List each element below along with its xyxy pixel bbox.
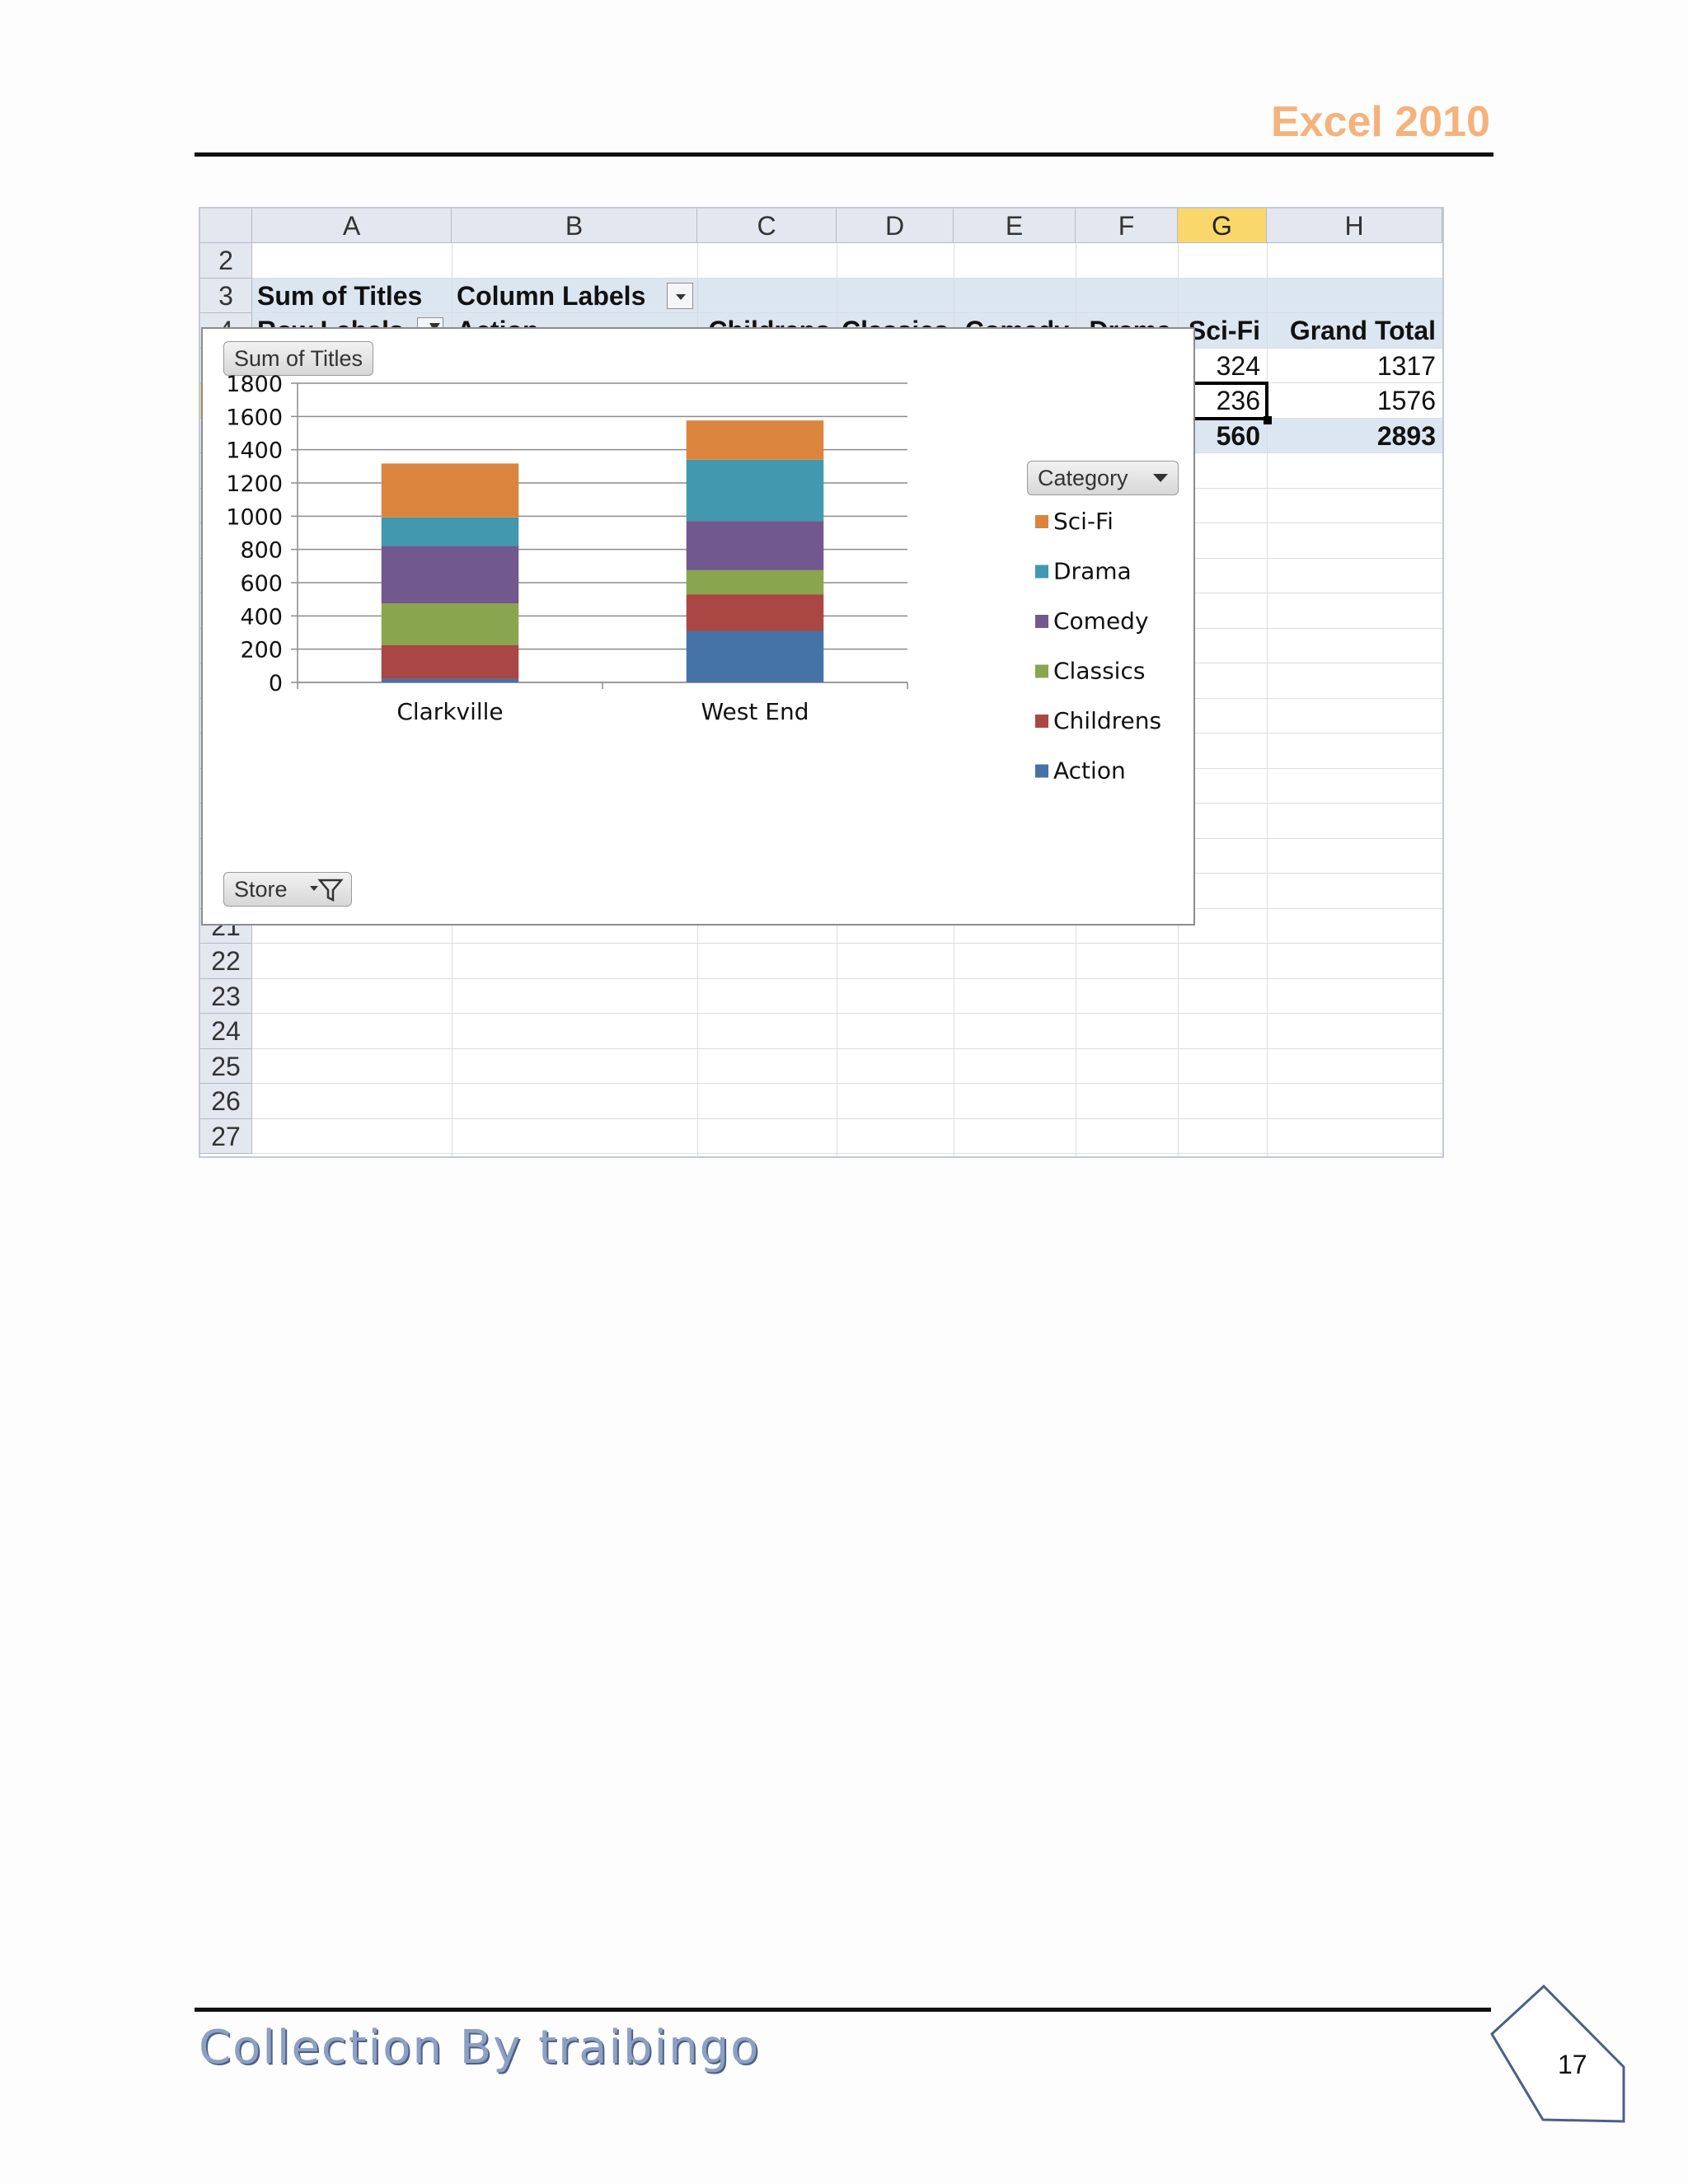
bar-segment-scifi-west-end (686, 420, 824, 460)
chevron-down-icon (676, 293, 686, 300)
bar-segment-comedy-west-end (686, 521, 824, 570)
row-header-27[interactable]: 27 (200, 1118, 252, 1154)
legend-swatch (1035, 615, 1048, 628)
grid-line (1442, 243, 1443, 1158)
chevron-down-icon (1153, 474, 1168, 482)
legend-field-button[interactable]: Category (1027, 461, 1179, 495)
legend-label: Childrens (1053, 707, 1161, 734)
axis-field-label: Store (234, 877, 288, 902)
bar-segment-action-clarkville (381, 678, 519, 682)
select-all-corner[interactable] (200, 209, 252, 243)
chart-plot: 0 200 400 600 800 1000 1200 1400 1600 1800 Clarkvi… (226, 372, 1161, 785)
bar-segment-action-west-end (686, 630, 824, 682)
pivot-values-label: Sum of Titles (257, 280, 423, 311)
fill-handle[interactable] (1264, 415, 1272, 424)
y-tick-label: 1000 (226, 504, 283, 530)
grid-line (1267, 243, 1268, 1156)
footer-text: Collection By traibingo (199, 2021, 761, 2074)
bar-segment-drama-clarkville (381, 517, 519, 546)
filter-icon (310, 879, 344, 902)
pivot-column-header: Grand Total (1289, 316, 1436, 345)
y-tick-label: 1800 (226, 372, 283, 397)
legend-swatch (1035, 764, 1048, 778)
legend-label: Classics (1053, 658, 1145, 685)
page-number: 17 (1558, 2050, 1587, 2079)
row-header-3[interactable]: 3 (200, 278, 252, 313)
y-tick-label: 1200 (226, 471, 283, 497)
row-header-23[interactable]: 23 (200, 978, 252, 1014)
grid-line (252, 1118, 1442, 1119)
bar-segment-comedy-clarkville (381, 546, 519, 604)
y-tick-label: 0 (269, 671, 283, 696)
column-header-h[interactable]: H (1267, 209, 1442, 243)
header-rule (195, 152, 1493, 157)
bar-segment-classics-clarkville (381, 603, 519, 645)
y-tick-label: 200 (240, 638, 283, 663)
grid-line (252, 943, 1442, 944)
pivot-chart[interactable]: Sum of Titles Category Store 0 200 400 600 8… (201, 327, 1195, 926)
grid-line (252, 312, 1442, 313)
bar-segment-childrens-clarkville (381, 644, 519, 679)
pivot-value-cell[interactable]: 1576 (1376, 386, 1436, 415)
legend-swatch (1035, 664, 1048, 678)
row-header-26[interactable]: 26 (200, 1084, 252, 1119)
legend-label: Action (1053, 757, 1126, 785)
pivot-column-labels: Column Labels (457, 280, 646, 311)
column-header-d[interactable]: D (837, 209, 954, 243)
grid-line (252, 977, 1442, 979)
legend-label: Sci-Fi (1053, 508, 1114, 535)
x-category-label: Clarkville (396, 698, 503, 725)
y-tick-label: 1400 (226, 438, 283, 464)
page-badge-shape (1490, 1985, 1625, 2123)
legend-swatch (1035, 715, 1048, 728)
column-labels-dropdown[interactable] (667, 282, 693, 309)
bar-segment-drama-west-end (686, 459, 824, 522)
column-header-e[interactable]: E (954, 209, 1076, 243)
pivot-value-cell[interactable]: 236 (1216, 386, 1260, 415)
pivot-column-header: Sci-Fi (1188, 316, 1260, 345)
bar-segment-scifi-clarkville (381, 463, 519, 518)
pivot-total-cell: 2893 (1376, 420, 1436, 451)
column-header-c[interactable]: C (697, 209, 837, 243)
legend-swatch (1035, 565, 1048, 579)
x-category-label: West End (701, 698, 809, 725)
pivot-value-cell[interactable]: 324 (1216, 350, 1260, 381)
grid-line (252, 277, 1442, 279)
footer-rule (195, 2008, 1491, 2012)
pivot-value-cell[interactable]: 1317 (1376, 350, 1436, 381)
page-header-title: Excel 2010 (1270, 98, 1490, 146)
column-header-f[interactable]: F (1076, 209, 1178, 243)
column-header-a[interactable]: A (252, 209, 452, 243)
y-tick-label: 1600 (226, 405, 283, 430)
row-header-2[interactable]: 2 (200, 243, 252, 279)
legend-label: Drama (1053, 558, 1132, 585)
grid-line (252, 1013, 1442, 1014)
row-header-25[interactable]: 25 (200, 1048, 252, 1084)
bar-segment-classics-west-end (686, 569, 824, 595)
grid-line (252, 1083, 1442, 1084)
column-header-b[interactable]: B (452, 209, 697, 243)
legend-label: Comedy (1053, 607, 1149, 635)
grid-line (252, 1047, 1442, 1049)
axis-field-button[interactable]: Store (223, 872, 352, 907)
y-tick-label: 800 (240, 538, 283, 564)
bar-segment-childrens-west-end (686, 594, 824, 631)
values-field-button[interactable]: Sum of Titles (223, 341, 374, 376)
column-header-g[interactable]: G (1178, 209, 1267, 243)
y-tick-label: 600 (240, 571, 283, 597)
grid-line (252, 1153, 1442, 1154)
legend-field-label: Category (1038, 466, 1128, 490)
pivot-total-cell: 560 (1216, 420, 1260, 451)
legend-swatch (1035, 515, 1048, 528)
y-tick-label: 400 (240, 604, 283, 630)
row-header-24[interactable]: 24 (200, 1014, 252, 1049)
row-header-22[interactable]: 22 (200, 944, 252, 979)
